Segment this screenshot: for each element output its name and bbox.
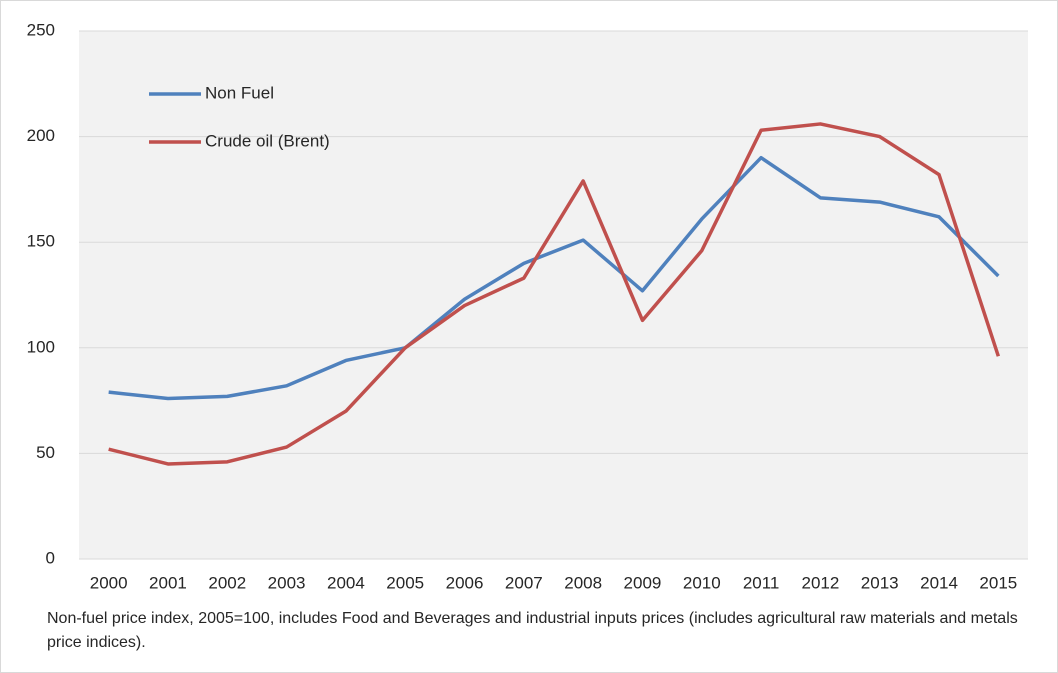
x-tick-label: 2012 (801, 573, 839, 592)
y-tick-label: 50 (36, 443, 55, 462)
x-tick-label: 2001 (149, 573, 187, 592)
series-line (108, 122, 1001, 466)
x-tick-label: 2013 (861, 573, 899, 592)
x-tick-label: 2006 (446, 573, 484, 592)
y-tick-label: 150 (27, 232, 55, 251)
x-tick-label: 2014 (920, 573, 958, 592)
plot-area (79, 31, 1028, 559)
x-tick-label: 2002 (208, 573, 246, 592)
x-tick-label: 2010 (683, 573, 721, 592)
footnote: Non-fuel price index, 2005=100, includes… (47, 610, 1018, 651)
legend-label: Non Fuel (205, 83, 274, 102)
y-tick-label: 100 (27, 337, 55, 356)
y-tick-label: 250 (27, 20, 55, 39)
x-tick-label: 2000 (90, 573, 128, 592)
chart: 0 50 100 150 200 250 2000 2001 2002 2003 2004 2005 2… (27, 20, 1028, 592)
x-tick-label: 2009 (624, 573, 662, 592)
y-tick-label: 200 (27, 126, 55, 145)
x-tick-label: 2005 (386, 573, 424, 592)
legend-label: Crude oil (Brent) (205, 131, 330, 150)
x-tick-label: 2007 (505, 573, 543, 592)
x-tick-label: 2011 (743, 573, 780, 592)
x-tick-label: 2003 (268, 573, 306, 592)
series-line (108, 155, 1000, 401)
x-tick-label: 2004 (327, 573, 365, 592)
x-tick-label: 2015 (979, 573, 1017, 592)
x-tick-label: 2008 (564, 573, 602, 592)
y-tick-label: 0 (46, 548, 55, 567)
